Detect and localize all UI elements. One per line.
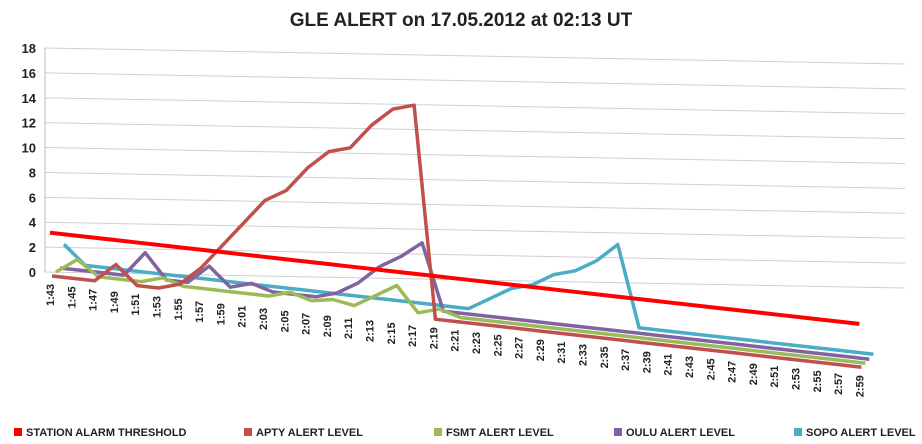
y-tick-label: 8: [29, 165, 36, 180]
legend-swatch: [14, 428, 22, 436]
x-tick-label: 1:55: [173, 298, 185, 320]
legend-label: SOPO ALERT LEVEL: [806, 427, 916, 439]
y-tick-label: 10: [22, 141, 36, 156]
chart-title: GLE ALERT on 17.05.2012 at 02:13 UT: [290, 10, 633, 31]
x-tick-label: 2:49: [748, 363, 760, 385]
grid-line: [44, 147, 906, 165]
x-tick-label: 2:15: [386, 322, 398, 344]
series-line: [49, 230, 860, 326]
y-tick-label: 6: [29, 190, 36, 205]
x-tick-label: 2:03: [258, 308, 270, 330]
x-tick-label: 2:25: [492, 334, 504, 356]
x-tick-label: 2:31: [556, 342, 568, 364]
x-tick-label: 2:27: [514, 337, 526, 359]
x-tick-label: 2:05: [279, 310, 291, 332]
x-tick-label: 1:43: [45, 284, 57, 306]
grid-line: [44, 47, 906, 65]
x-tick-label: 1:57: [194, 301, 206, 323]
x-tick-label: 2:29: [535, 339, 547, 361]
legend-swatch: [244, 428, 252, 436]
x-tick-label: 1:59: [215, 303, 227, 325]
grid-line: [44, 196, 906, 214]
legend-label: STATION ALARM THRESHOLD: [26, 427, 187, 439]
grid-line: [44, 246, 906, 264]
series-line: [59, 241, 870, 361]
grid-line: [44, 72, 906, 90]
x-tick-label: 2:59: [854, 375, 866, 397]
x-tick-label: 1:45: [66, 286, 78, 308]
series-line: [55, 257, 866, 365]
legend-swatch: [434, 428, 442, 436]
series-line: [62, 242, 874, 356]
legend-label: OULU ALERT LEVEL: [626, 427, 735, 439]
y-tick-label: 0: [29, 265, 36, 280]
x-tick-label: 2:19: [428, 327, 440, 349]
x-tick-label: 1:47: [88, 289, 100, 311]
grid-line: [44, 122, 906, 140]
y-tick-label: 16: [22, 66, 36, 81]
x-tick-label: 2:01: [237, 306, 249, 328]
x-tick-label: 2:33: [578, 344, 590, 366]
x-tick-label: 2:07: [301, 313, 313, 335]
grid-line: [44, 171, 906, 189]
x-tick-label: 2:43: [684, 356, 696, 378]
x-tick-label: 2:51: [769, 366, 781, 388]
y-tick-label: 14: [22, 91, 37, 106]
x-tick-label: 2:09: [322, 315, 334, 337]
grid-line: [44, 97, 906, 115]
y-tick-label: 2: [29, 240, 36, 255]
x-tick-label: 2:45: [705, 358, 717, 380]
grid-line: [44, 221, 906, 239]
x-tick-label: 2:35: [599, 346, 611, 368]
x-tick-label: 2:47: [727, 361, 739, 383]
y-tick-label: 4: [29, 215, 37, 230]
legend-swatch: [614, 428, 622, 436]
y-tick-label: 12: [22, 116, 36, 131]
x-tick-label: 2:57: [833, 373, 845, 395]
x-tick-label: 2:17: [407, 325, 419, 347]
legend-swatch: [794, 428, 802, 436]
x-tick-label: 2:41: [663, 354, 675, 376]
x-tick-label: 1:51: [130, 294, 142, 316]
x-tick-label: 2:39: [641, 351, 653, 373]
series-line: [51, 103, 862, 369]
legend-label: FSMT ALERT LEVEL: [446, 427, 554, 439]
x-tick-label: 2:23: [471, 332, 483, 354]
x-tick-label: 2:37: [620, 349, 632, 371]
x-tick-label: 1:49: [109, 291, 121, 313]
x-tick-label: 2:13: [365, 320, 377, 342]
x-tick-label: 2:53: [791, 368, 803, 390]
x-tick-label: 1:53: [152, 296, 164, 318]
x-tick-label: 2:11: [343, 318, 355, 339]
y-tick-label: 18: [22, 41, 36, 56]
legend-label: APTY ALERT LEVEL: [256, 427, 363, 439]
x-tick-label: 2:21: [450, 330, 462, 352]
x-tick-label: 2:55: [812, 370, 824, 392]
